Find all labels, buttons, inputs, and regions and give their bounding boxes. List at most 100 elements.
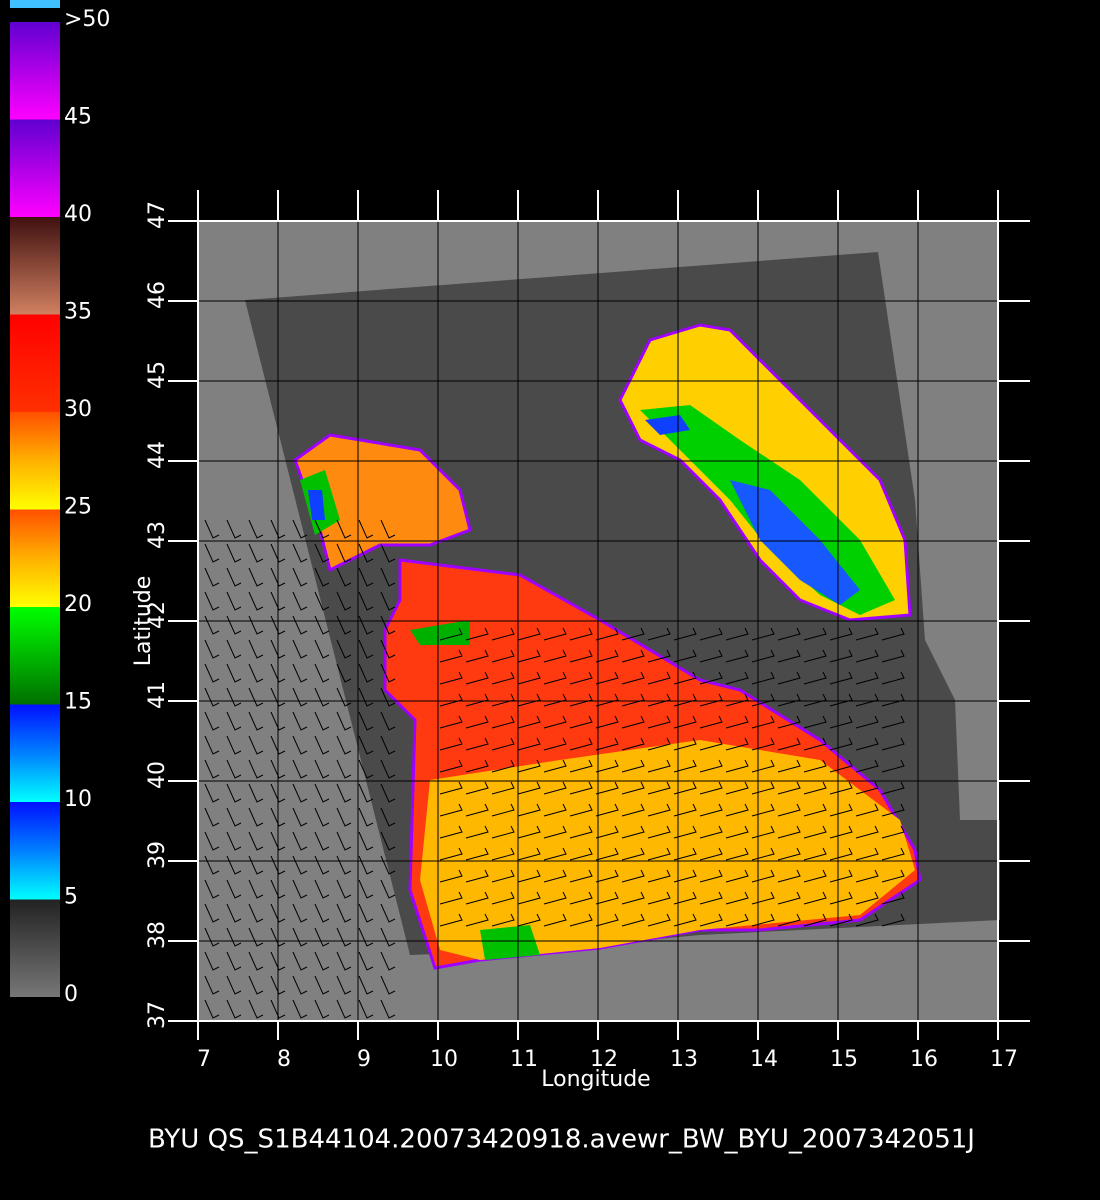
wind-barb xyxy=(699,847,723,861)
wind-barb xyxy=(358,615,374,635)
wind-barb xyxy=(204,807,220,827)
wind-barb xyxy=(314,831,330,851)
wind-barb xyxy=(292,543,308,563)
wind-barb xyxy=(380,735,396,755)
wind-barb xyxy=(336,807,352,827)
wind-barb xyxy=(336,927,352,947)
wind-barb xyxy=(248,807,264,827)
wind-barb xyxy=(725,825,749,839)
wind-barb xyxy=(881,869,905,883)
wind-barb xyxy=(380,879,396,899)
wind-barb xyxy=(803,803,827,817)
wind-barb xyxy=(226,711,242,731)
wind-barb xyxy=(439,825,463,839)
wind-barb xyxy=(314,951,330,971)
wind-barb xyxy=(358,687,374,707)
wind-barb xyxy=(292,711,308,731)
wind-barb xyxy=(517,913,541,927)
y-tick-label: 37 xyxy=(145,1001,170,1029)
wind-barb xyxy=(595,715,619,729)
wind-barb xyxy=(439,671,463,685)
wind-barb xyxy=(336,519,352,539)
wind-barb xyxy=(336,999,352,1019)
wind-barb xyxy=(803,781,827,795)
wind-barb xyxy=(621,693,645,707)
wind-barb xyxy=(673,847,697,861)
wind-barb xyxy=(855,693,879,707)
wind-barb xyxy=(248,855,264,875)
wind-barb xyxy=(204,711,220,731)
wind-barb xyxy=(569,693,593,707)
wind-barb xyxy=(358,927,374,947)
wind-barb xyxy=(647,693,671,707)
wind-barb xyxy=(465,737,489,751)
y-tick-label: 42 xyxy=(145,601,170,629)
wind-barb xyxy=(314,711,330,731)
wind-barb xyxy=(270,567,286,587)
wind-barb xyxy=(226,975,242,995)
wind-barb xyxy=(204,999,220,1019)
wind-barb xyxy=(226,831,242,851)
wind-barb xyxy=(292,951,308,971)
wind-barb xyxy=(647,671,671,685)
y-tick-label: 45 xyxy=(145,361,170,389)
wind-barb xyxy=(881,781,905,795)
wind-barb xyxy=(292,807,308,827)
colorbar-label: 20 xyxy=(64,592,92,617)
wind-barb xyxy=(725,759,749,773)
wind-barb xyxy=(517,737,541,751)
x-tick-label: 15 xyxy=(830,1047,858,1072)
colorbar: 0 5 10 15 20 25 30 35 40 45 >50 xyxy=(10,0,110,1007)
wind-barb xyxy=(569,627,593,641)
wind-barb xyxy=(226,639,242,659)
wind-barb xyxy=(358,783,374,803)
wind-barb xyxy=(292,879,308,899)
wind-barb xyxy=(647,869,671,883)
wind-barb xyxy=(595,627,619,641)
wind-barb xyxy=(491,825,515,839)
wind-barb xyxy=(226,615,242,635)
wind-barb xyxy=(803,759,827,773)
wind-barb xyxy=(673,671,697,685)
wind-barb xyxy=(358,711,374,731)
wind-barb xyxy=(439,847,463,861)
wind-barb xyxy=(803,671,827,685)
wind-barb xyxy=(248,975,264,995)
colorbar-segment xyxy=(10,412,60,510)
wind-barb xyxy=(569,913,593,927)
wind-barb xyxy=(336,831,352,851)
wind-barb xyxy=(314,975,330,995)
wind-barb xyxy=(491,847,515,861)
wind-barb xyxy=(491,913,515,927)
wind-barb xyxy=(673,781,697,795)
wind-barb xyxy=(248,567,264,587)
wind-barb xyxy=(751,781,775,795)
wind-barb xyxy=(621,671,645,685)
colorbar-label: 10 xyxy=(64,787,92,812)
wind-barb xyxy=(439,891,463,905)
wind-barb xyxy=(829,847,853,861)
wind-barb xyxy=(647,759,671,773)
wind-barb xyxy=(248,639,264,659)
wind-barb xyxy=(465,671,489,685)
wind-barb xyxy=(543,825,567,839)
wind-barb xyxy=(621,627,645,641)
wind-barb xyxy=(595,803,619,817)
wind-barb xyxy=(380,927,396,947)
wind-barb xyxy=(336,735,352,755)
wind-barb xyxy=(595,649,619,663)
colorbar-top xyxy=(10,0,60,8)
wind-barb xyxy=(248,591,264,611)
wind-barb xyxy=(226,879,242,899)
wind-barb xyxy=(803,649,827,663)
wind-barb xyxy=(543,781,567,795)
wind-barb xyxy=(380,759,396,779)
wind-barb xyxy=(358,567,374,587)
x-tick-label: 9 xyxy=(357,1047,371,1072)
wind-barb xyxy=(803,715,827,729)
wind-barb xyxy=(595,737,619,751)
wind-barb xyxy=(439,649,463,663)
wind-barb xyxy=(621,891,645,905)
wind-barb xyxy=(699,759,723,773)
wind-barb xyxy=(336,639,352,659)
